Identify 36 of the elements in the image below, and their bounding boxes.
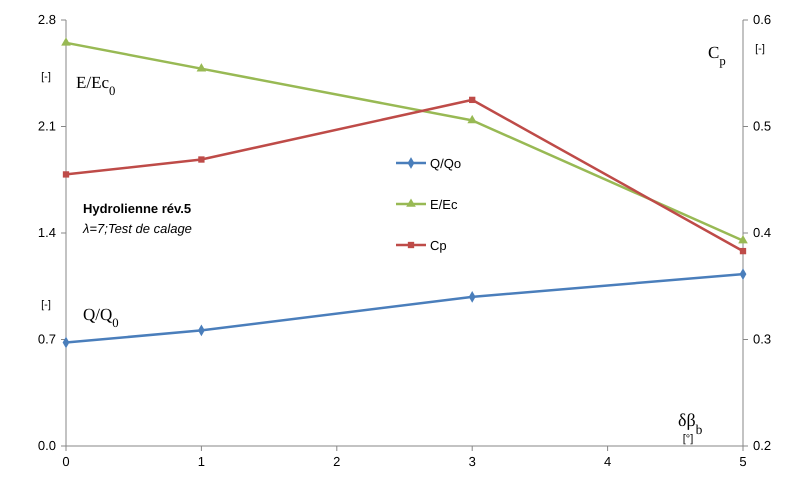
y-tick-label: 0.7 <box>38 332 56 346</box>
y-tick-label: 0.0 <box>38 438 56 453</box>
legend-label: E/Ec <box>430 197 458 212</box>
x-tick-label: 3 <box>468 454 476 469</box>
y-tick-label: 2.1 <box>38 118 56 134</box>
point <box>738 235 748 244</box>
point <box>61 37 71 46</box>
y-tick-label: 2.8 <box>38 12 56 27</box>
x-tick-label: 5 <box>739 454 747 469</box>
point <box>198 156 205 163</box>
point <box>469 96 476 104</box>
y2-axis-title: C$_{p}$ <box>708 43 726 68</box>
x-tick-label: 4 <box>604 454 612 469</box>
point <box>62 171 70 178</box>
x-tick-label: 1 <box>198 454 206 469</box>
y2-tick-label: 0.2 <box>753 438 772 453</box>
x-tick-label: 0 <box>62 454 70 469</box>
text: [-] <box>41 299 51 311</box>
point <box>467 114 478 124</box>
annotation: Q/Q$_{0}$ <box>83 305 119 330</box>
y2-tick-label: 0.4 <box>753 225 772 240</box>
y2-tick-label: 0.3 <box>753 332 772 346</box>
text: Hydrolienne rév.5 <box>83 201 192 216</box>
point <box>196 63 206 72</box>
y2-tick-label: 0.6 <box>753 12 772 27</box>
text: λ=7;Test de calage <box>82 221 192 236</box>
y2-tick-label: 0.5 <box>753 118 772 134</box>
x-tick-label: 2 <box>333 454 340 469</box>
y-axis-title: E/Ec$_{0}$ <box>76 73 116 98</box>
point <box>740 248 746 254</box>
y-tick-label: 1.4 <box>38 225 56 240</box>
annotation: [°] <box>682 433 694 445</box>
text: [-] <box>755 43 765 55</box>
text: [-] <box>41 71 51 83</box>
legend-label: Q/Qo <box>430 156 462 171</box>
legend-label: Cp <box>430 238 447 253</box>
